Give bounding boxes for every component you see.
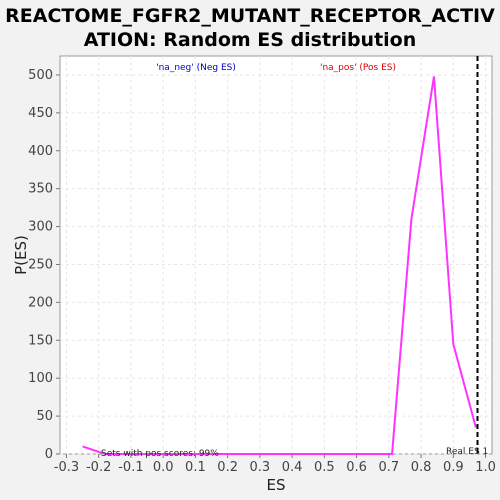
legend-pos-label: 'na_pos' (Pos ES) <box>320 63 396 73</box>
y-tick-label: 100 <box>28 371 53 386</box>
grid-lines <box>60 56 492 455</box>
plot-area <box>59 55 493 455</box>
x-tick-label: 0.1 <box>185 460 206 475</box>
y-tick-label: 0 <box>45 447 53 462</box>
x-tick-label: 0.9 <box>443 460 464 475</box>
y-tick-label: 150 <box>28 333 53 348</box>
chart-title-line2: ATION: Random ES distribution <box>84 29 417 51</box>
x-tick-label: 0.2 <box>217 460 238 475</box>
x-tick-label: 0.0 <box>153 460 174 475</box>
x-tick-label: 1.0 <box>475 460 496 475</box>
y-tick-label: 350 <box>28 182 53 197</box>
y-tick-label: 50 <box>36 409 53 424</box>
y-tick-label: 250 <box>28 257 53 272</box>
y-tick-label: 400 <box>28 144 53 159</box>
x-tick-label: 0.4 <box>282 460 303 475</box>
y-tick-label: 450 <box>28 106 53 121</box>
y-tick-label: 300 <box>28 220 53 235</box>
x-tick-label: 0.3 <box>250 460 271 475</box>
sets-pos-scores-label: Sets with pos scores: 99% <box>101 449 219 459</box>
series-group <box>82 76 477 455</box>
x-tick-label: 0.8 <box>411 460 432 475</box>
x-tick-label: -0.1 <box>118 460 143 475</box>
y-axis-label: P(ES) <box>12 235 30 275</box>
y-tick-label: 500 <box>28 68 53 83</box>
y-tick-label: 200 <box>28 295 53 310</box>
y-ticks: 0 50 100 150 200 250 300 350 400 450 500 <box>28 68 60 462</box>
x-tick-label: -0.3 <box>54 460 79 475</box>
series-line <box>82 76 477 455</box>
legend-neg-label: 'na_neg' (Neg ES) <box>156 63 236 73</box>
x-tick-label: 0.5 <box>314 460 335 475</box>
real-es-label: Real ES 1 <box>446 447 488 457</box>
x-axis-label: ES <box>267 476 286 494</box>
x-tick-label: 0.6 <box>346 460 367 475</box>
chart-title-line1: REACTOME_FGFR2_MUTANT_RECEPTOR_ACTIV <box>5 5 495 27</box>
x-tick-label: 0.7 <box>378 460 399 475</box>
x-tick-label: -0.2 <box>86 460 111 475</box>
x-ticks: -0.3 -0.2 -0.1 0.0 0.1 0.2 0.3 0.4 0.5 0.6 0.7 0.8 0… <box>54 454 496 475</box>
